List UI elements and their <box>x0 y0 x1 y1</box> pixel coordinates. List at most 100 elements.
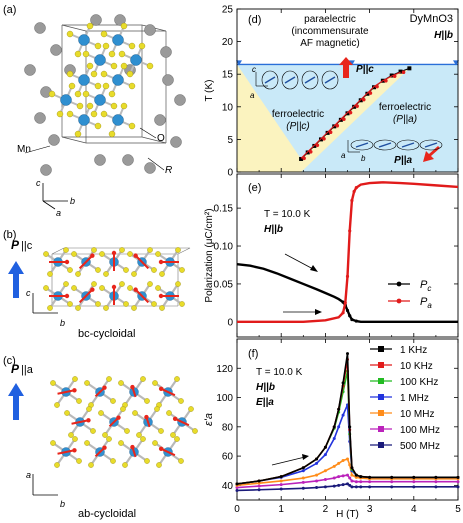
field-label: H||b <box>256 382 275 393</box>
axis-b-c-label: c <box>26 288 31 298</box>
o-atom <box>84 380 90 386</box>
data-point <box>345 274 350 278</box>
axis-c-a-label: a <box>26 470 31 480</box>
data-point <box>341 483 345 487</box>
o-atom <box>158 428 164 434</box>
ferro-a-label-1: ferroelectric <box>379 102 431 113</box>
r-atom <box>170 136 182 148</box>
legend-label: 100 MHz <box>400 425 440 436</box>
r-atom <box>154 114 166 126</box>
o-atom <box>108 50 116 58</box>
y-tick-label: 100 <box>216 393 233 404</box>
o-atom <box>140 436 146 442</box>
o-atom <box>128 82 136 90</box>
data-point <box>368 475 372 479</box>
ferro-c-label-1: ferroelectric <box>272 109 324 120</box>
o-atom <box>47 271 53 277</box>
phase-boundary-point <box>392 74 397 78</box>
data-point <box>337 407 341 411</box>
pol-b-dir: ||c <box>21 240 33 252</box>
o-atom <box>166 410 172 416</box>
region-paraelectric <box>237 9 458 65</box>
spin-arrow-head <box>172 416 178 421</box>
o-atom <box>56 110 64 118</box>
spin-circle <box>261 70 279 90</box>
o-atom <box>110 102 118 110</box>
phase-boundary-point <box>384 78 388 83</box>
x-axis-label: H (T) <box>336 509 359 520</box>
o-atom <box>90 110 98 118</box>
r-atom <box>50 44 62 56</box>
spin-arrow-head <box>102 445 107 450</box>
data-point <box>348 229 352 233</box>
o-atom <box>99 285 105 291</box>
data-point <box>350 485 354 489</box>
data-point <box>348 483 352 487</box>
data-point <box>352 189 356 194</box>
data-point <box>235 482 239 486</box>
spin-arrow-head <box>102 385 107 390</box>
o-atom <box>72 376 78 382</box>
phase-boundary-point <box>355 104 359 108</box>
o-atom <box>156 462 162 468</box>
legend-label: Pc <box>420 279 431 293</box>
boundary-marker <box>236 60 242 66</box>
phase-boundary-point <box>308 149 313 154</box>
legend-label: 500 MHz <box>400 441 440 452</box>
x-tick-label: 0 <box>234 504 240 515</box>
o-atom <box>131 305 137 311</box>
phase-boundary-point <box>348 110 353 115</box>
spin-arrow <box>160 387 176 397</box>
legend-marker <box>378 378 384 384</box>
mn-atom-label: Mn <box>17 144 31 155</box>
o-atom <box>67 267 73 273</box>
spin-arrow-head <box>144 414 149 420</box>
data-point <box>337 425 341 429</box>
data-point <box>456 480 460 484</box>
data-point <box>346 482 349 486</box>
mn-atom <box>112 74 124 86</box>
r-atom <box>174 94 186 106</box>
spin-circle <box>281 70 299 90</box>
o-atom <box>178 458 184 464</box>
o-pointer <box>139 127 157 139</box>
data-point <box>323 469 327 473</box>
o-atom <box>144 398 150 404</box>
data-point <box>279 479 283 483</box>
r-atom <box>90 14 102 26</box>
spin-arrow <box>134 254 150 270</box>
o-atom <box>91 247 97 253</box>
data-point <box>279 487 283 491</box>
o-atom <box>82 90 90 98</box>
spin-arrow-head <box>86 418 91 423</box>
sweep-arrow-head <box>302 454 309 460</box>
o-atom <box>75 271 81 277</box>
data-point <box>359 480 363 484</box>
o-atom <box>102 432 108 438</box>
y-tick-label: 120 <box>216 364 233 375</box>
data-point <box>279 483 283 487</box>
o-atom <box>175 281 181 287</box>
x-tick-label: 5 <box>455 504 461 515</box>
data-point <box>235 486 239 490</box>
para-label-2: (incommensurate <box>291 26 369 37</box>
o-atom <box>120 62 128 70</box>
data-point <box>350 198 354 203</box>
sweep-arrow <box>284 253 316 271</box>
temperature-label: T = 10.0 K <box>256 367 303 378</box>
mn-atom <box>112 34 124 46</box>
data-point <box>354 186 358 190</box>
y-axis-label: Polarization (μC/cm²) <box>204 208 215 302</box>
phase-boundary-point <box>407 66 412 71</box>
phase-boundary-point <box>299 156 304 161</box>
cell-edge <box>141 136 167 144</box>
o-atom <box>66 110 74 118</box>
legend-marker <box>378 410 384 416</box>
o-atom <box>91 281 97 287</box>
data-point <box>346 457 349 461</box>
r-atom <box>48 134 60 146</box>
panel-e-label: (e) <box>248 182 261 194</box>
data-point <box>412 485 416 489</box>
legend-label: Pa <box>420 296 432 310</box>
o-atom <box>128 122 136 130</box>
